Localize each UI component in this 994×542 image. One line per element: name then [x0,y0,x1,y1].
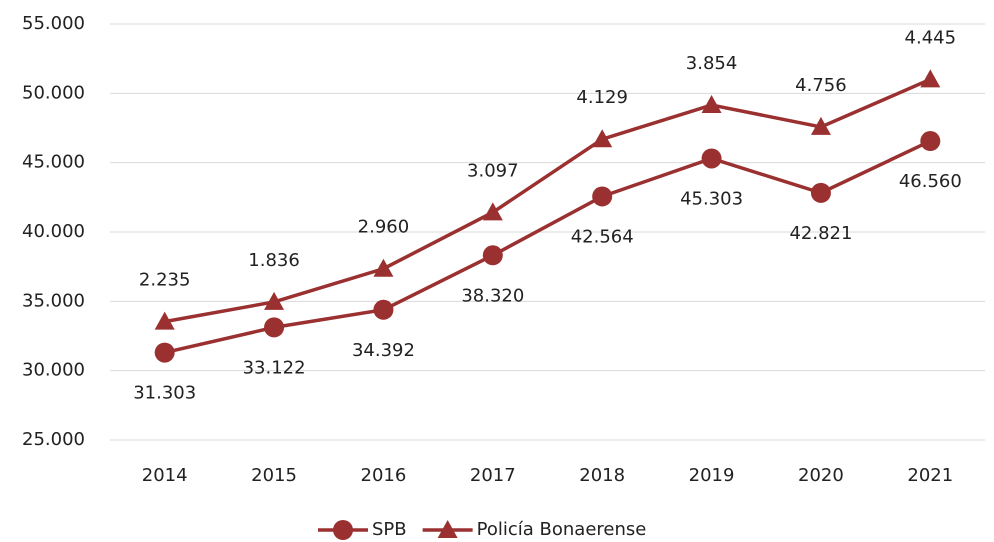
data-label: 31.303 [133,383,196,404]
marker [592,186,613,207]
data-label: 45.303 [680,188,743,209]
data-label: 4.756 [795,75,847,96]
x-tick-label: 2019 [689,465,735,486]
x-tick-label: 2015 [251,465,297,486]
marker [810,182,831,203]
x-tick-label: 2014 [142,465,188,486]
marker [592,129,613,148]
series-line [164,139,932,355]
data-label: 2.235 [139,270,191,291]
y-tick-label: 40.000 [22,221,85,242]
y-tick-label: 35.000 [22,290,85,311]
marker [154,342,175,363]
x-tick-label: 2016 [361,465,407,486]
data-label: 2.960 [358,217,410,238]
data-label: 46.560 [899,171,962,192]
data-label: 4.445 [905,27,957,48]
data-label: 1.836 [248,250,300,271]
marker [333,520,353,540]
marker [482,245,503,266]
marker [920,69,941,88]
marker [920,131,941,152]
marker [373,258,394,277]
legend-label: Policía Bonaerense [477,519,647,540]
x-tick-label: 2018 [579,465,625,486]
series-line [164,77,932,324]
marker [264,291,285,310]
marker [437,520,458,538]
y-tick-label: 50.000 [22,82,85,103]
marker [264,317,285,338]
marker [810,116,831,135]
x-tick-label: 2021 [907,465,953,486]
y-tick-label: 45.000 [22,152,85,173]
y-tick-label: 30.000 [22,360,85,381]
data-label: 33.122 [243,357,306,378]
marker [482,202,503,221]
y-tick-label: 55.000 [22,13,85,34]
marker [701,148,722,169]
x-tick-label: 2020 [798,465,844,486]
legend-label: SPB [372,519,407,540]
data-label: 4.129 [576,87,628,108]
data-label: 34.392 [352,340,415,361]
data-label: 42.821 [789,223,852,244]
data-label: 3.097 [467,160,519,181]
marker [154,311,175,330]
y-tick-label: 25.000 [22,429,85,450]
marker [373,299,394,320]
x-tick-label: 2017 [470,465,516,486]
data-label: 3.854 [686,53,738,74]
data-label: 38.320 [461,285,524,306]
data-label: 42.564 [571,226,634,247]
marker [701,95,722,114]
